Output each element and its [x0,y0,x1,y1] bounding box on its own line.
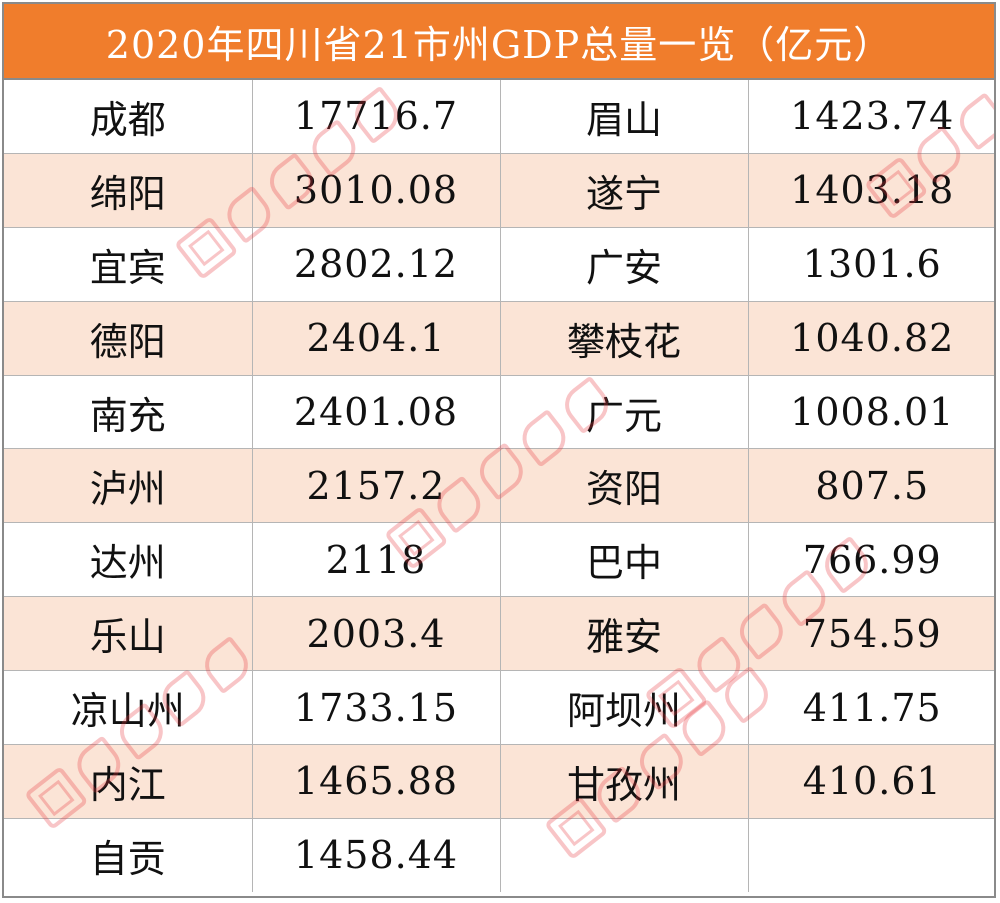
left-value-cell: 3010.08 [251,152,501,228]
left-value-cell: 17716.7 [251,80,501,154]
left-city-cell: 乐山 [4,596,253,672]
right-city-cell: 广安 [499,226,749,302]
right-city-cell: 资阳 [499,448,749,524]
right-city-cell: 广元 [499,374,749,450]
right-value-cell: 411.75 [747,670,994,746]
left-city-cell: 宜宾 [4,226,253,302]
right-value-cell: 1403.18 [747,152,994,228]
right-city-cell [499,817,749,892]
gdp-table: 成都 17716.7 眉山 1423.74 绵阳 3010.08 遂宁 1403.18 宜宾 28… [4,80,994,892]
right-value-cell: 1301.6 [747,226,994,302]
left-value-cell: 2157.2 [251,448,501,524]
right-value-cell: 410.61 [747,744,994,819]
right-city-cell: 巴中 [499,522,749,598]
left-value-cell: 1733.15 [251,670,501,746]
left-city-cell: 凉山州 [4,670,253,746]
table-row: 成都 17716.7 眉山 1423.74 [4,80,994,154]
right-city-cell: 阿坝州 [499,670,749,746]
table-row: 乐山 2003.4 雅安 754.59 [4,596,994,672]
table-row: 凉山州 1733.15 阿坝州 411.75 [4,670,994,746]
table-row: 泸州 2157.2 资阳 807.5 [4,448,994,524]
right-city-cell: 攀枝花 [499,300,749,376]
right-city-cell: 甘孜州 [499,744,749,819]
right-value-cell: 807.5 [747,448,994,524]
right-value-cell: 1040.82 [747,300,994,376]
right-city-cell: 遂宁 [499,152,749,228]
left-value-cell: 1458.44 [251,817,501,892]
table-row: 德阳 2404.1 攀枝花 1040.82 [4,300,994,376]
left-city-cell: 内江 [4,744,253,819]
left-value-cell: 2118 [251,522,501,598]
table-row: 内江 1465.88 甘孜州 410.61 [4,744,994,819]
left-city-cell: 达州 [4,522,253,598]
left-value-cell: 1465.88 [251,744,501,819]
left-city-cell: 自贡 [4,817,253,892]
left-city-cell: 泸州 [4,448,253,524]
gdp-table-body: 成都 17716.7 眉山 1423.74 绵阳 3010.08 遂宁 1403.18 宜宾 28… [4,80,994,892]
right-value-cell: 766.99 [747,522,994,598]
right-value-cell: 1008.01 [747,374,994,450]
left-value-cell: 2404.1 [251,300,501,376]
left-city-cell: 绵阳 [4,152,253,228]
table-row: 宜宾 2802.12 广安 1301.6 [4,226,994,302]
right-value-cell: 754.59 [747,596,994,672]
table-row: 达州 2118 巴中 766.99 [4,522,994,598]
left-value-cell: 2802.12 [251,226,501,302]
right-value-cell [747,817,994,892]
table-row: 南充 2401.08 广元 1008.01 [4,374,994,450]
left-city-cell: 德阳 [4,300,253,376]
right-value-cell: 1423.74 [747,80,994,154]
table-title: 2020年四川省21市州GDP总量一览（亿元） [4,4,994,80]
table-row: 绵阳 3010.08 遂宁 1403.18 [4,152,994,228]
table-row: 自贡 1458.44 [4,817,994,892]
left-value-cell: 2003.4 [251,596,501,672]
left-city-cell: 成都 [4,80,253,154]
left-value-cell: 2401.08 [251,374,501,450]
left-city-cell: 南充 [4,374,253,450]
right-city-cell: 眉山 [499,80,749,154]
right-city-cell: 雅安 [499,596,749,672]
